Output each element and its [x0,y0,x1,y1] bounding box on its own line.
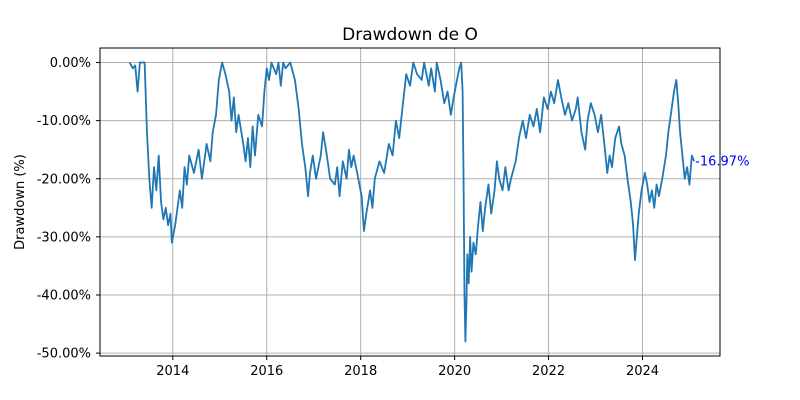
chart-title: Drawdown de O [342,25,478,45]
x-tick-label: 2022 [532,364,565,379]
x-tick-label: 2018 [344,364,377,379]
grid-layer [100,48,720,356]
x-tick-label: 2016 [250,364,283,379]
plot-area-frame [99,47,721,357]
y-tick-label: -50.00% [37,347,91,362]
y-tick-label: -10.00% [37,114,91,129]
y-tick-label: -40.00% [37,288,91,303]
last-value-annotation: -16.97% [695,155,749,170]
y-tick-label: -30.00% [37,230,91,245]
x-tick-label: 2014 [156,364,189,379]
line-layer [128,61,696,343]
y-axis-label: Drawdown (%) [13,154,28,250]
drawdown-series-line [128,61,696,343]
y-axis: 0.00% -10.00% -20.00% -30.00% -40.00% -50.00% [37,56,100,362]
x-tick-label: 2024 [626,364,659,379]
x-tick-label: 2020 [438,364,471,379]
y-tick-label: -20.00% [37,172,91,187]
y-tick-label: 0.00% [50,56,91,71]
x-axis: 2014 2016 2018 2020 2022 2024 [156,356,659,379]
